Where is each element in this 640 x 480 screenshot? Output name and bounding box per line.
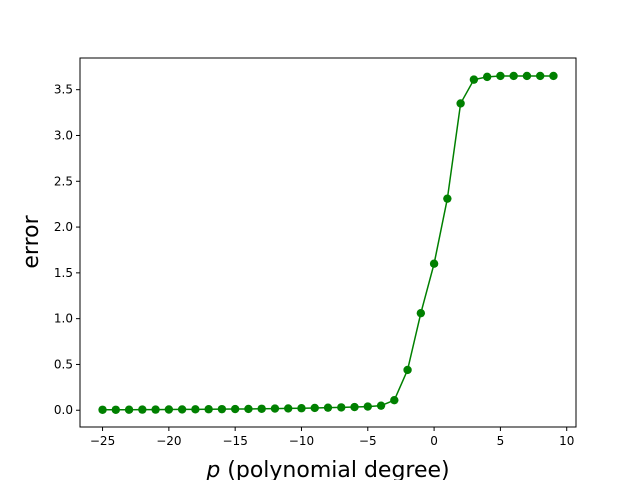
y-tick-label: 0.0 [54, 403, 73, 417]
x-axis-label-variable: p [205, 458, 220, 480]
x-tick-label: 10 [559, 434, 574, 448]
data-point [350, 402, 359, 412]
x-tick-label: 0 [430, 434, 438, 448]
data-point [151, 405, 160, 414]
y-axis-ticks: 0.0 0.5 1.0 1.5 2.0 2.5 3.0 3.5 [54, 83, 80, 417]
data-point [270, 404, 280, 413]
y-axis-label: error [19, 214, 44, 268]
data-point [376, 401, 386, 410]
data-point [124, 405, 134, 414]
plot-area [80, 58, 576, 427]
data-point [549, 71, 558, 81]
x-axis-label-text: (polynomial degree) [220, 458, 449, 480]
data-point [323, 403, 333, 412]
data-point [522, 71, 532, 81]
data-point [191, 405, 200, 414]
data-point [509, 71, 518, 81]
x-tick-label: −10 [289, 434, 314, 448]
x-tick-label: −5 [359, 434, 377, 448]
plot-frame [79, 57, 577, 428]
data-point [456, 99, 465, 108]
x-axis-label: p (polynomial degree) [205, 458, 449, 480]
y-tick-label: 2.5 [54, 174, 73, 188]
data-point [111, 405, 121, 414]
data-point [138, 405, 147, 414]
data-point [469, 75, 479, 84]
data-point [310, 403, 319, 413]
data-point [230, 404, 240, 414]
data-point [297, 404, 306, 413]
data-point [204, 405, 213, 414]
data-point [257, 404, 266, 413]
data-point [390, 395, 399, 405]
data-point [337, 403, 346, 412]
data-point [482, 72, 492, 82]
y-tick-label: 2.0 [54, 220, 73, 234]
data-point [443, 194, 452, 203]
data-point [363, 402, 372, 411]
series-layer [98, 71, 558, 414]
data-point [217, 404, 227, 414]
data-point [496, 71, 505, 81]
data-point [416, 308, 426, 318]
x-tick-label: −20 [156, 434, 181, 448]
data-point [177, 405, 187, 414]
x-axis-ticks: −25 −20 −15 −10 −5 0 5 10 [90, 427, 574, 448]
y-tick-label: 0.5 [54, 357, 73, 371]
y-tick-label: 1.5 [54, 266, 73, 280]
data-point [429, 259, 439, 268]
data-point [164, 405, 174, 414]
data-point [403, 365, 412, 375]
y-tick-label: 3.0 [54, 128, 73, 142]
data-point [535, 71, 545, 81]
y-tick-label: 3.5 [54, 83, 73, 97]
x-tick-label: −25 [90, 434, 115, 448]
y-tick-label: 1.0 [54, 312, 73, 326]
data-point [284, 404, 293, 413]
x-tick-label: 5 [497, 434, 505, 448]
data-point [98, 405, 107, 414]
x-tick-label: −15 [223, 434, 248, 448]
data-point [244, 404, 253, 414]
